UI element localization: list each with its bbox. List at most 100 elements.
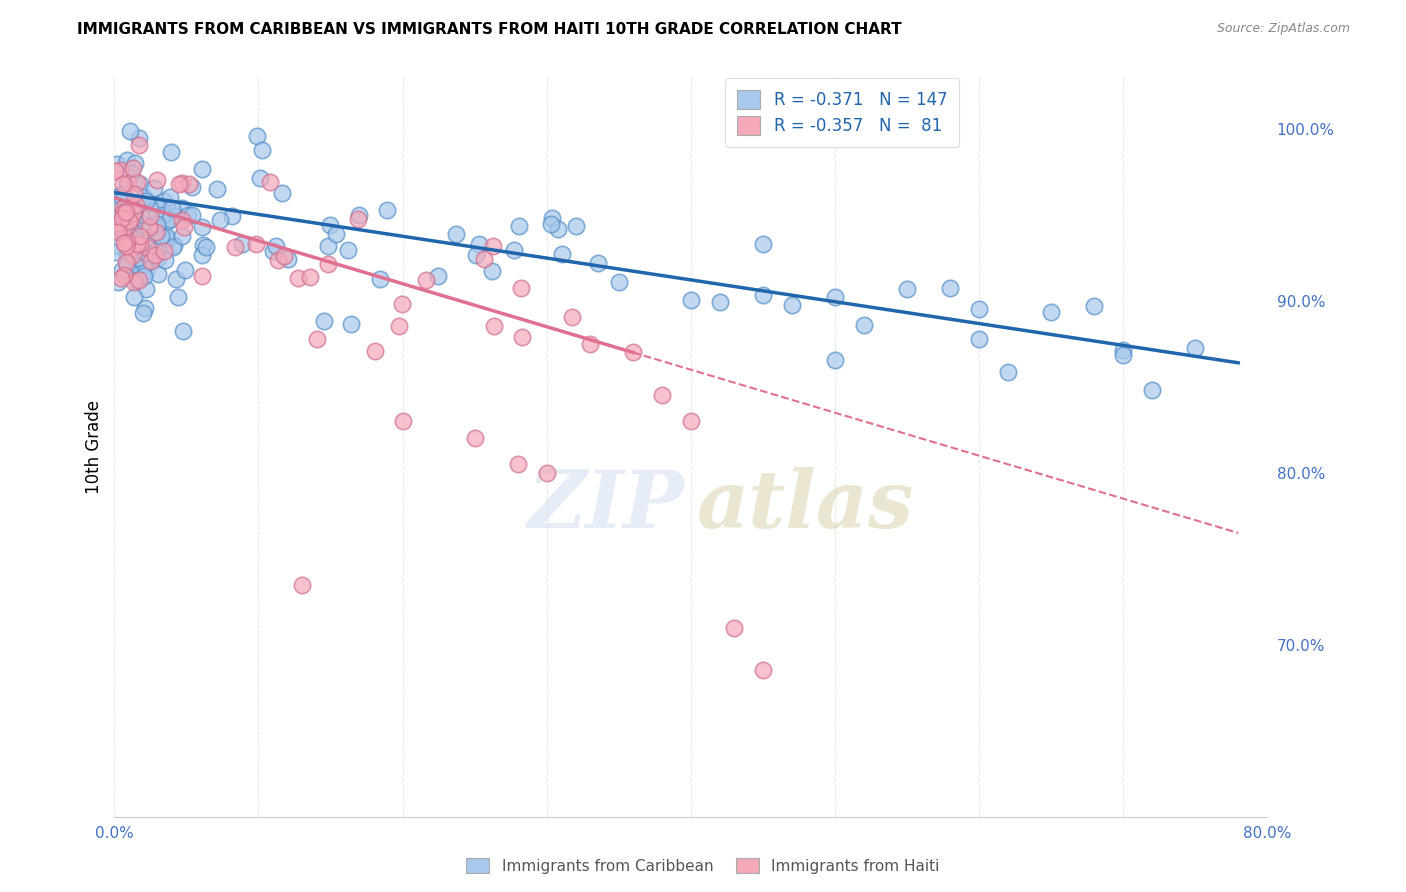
Point xyxy=(134,268,156,283)
Point xyxy=(145,173,167,187)
Point xyxy=(506,457,529,471)
Point xyxy=(132,306,155,320)
Point xyxy=(160,145,183,159)
Point xyxy=(125,216,148,230)
Point xyxy=(141,219,163,234)
Point xyxy=(391,414,413,428)
Point xyxy=(125,198,148,212)
Text: atlas: atlas xyxy=(696,467,914,545)
Point xyxy=(115,235,138,250)
Point xyxy=(824,290,846,304)
Point xyxy=(472,252,495,266)
Point xyxy=(316,239,339,253)
Point xyxy=(115,232,138,246)
Point xyxy=(122,225,145,239)
Point xyxy=(1184,341,1206,355)
Point xyxy=(266,252,288,267)
Point xyxy=(1039,305,1062,319)
Point xyxy=(111,211,134,225)
Point xyxy=(112,268,135,282)
Point xyxy=(167,178,190,192)
Point xyxy=(105,157,128,171)
Point xyxy=(124,272,146,286)
Point xyxy=(134,257,156,271)
Point xyxy=(298,270,321,285)
Point xyxy=(125,237,148,252)
Point xyxy=(129,207,152,221)
Point xyxy=(129,229,152,244)
Point xyxy=(135,246,157,260)
Point xyxy=(510,280,533,294)
Point xyxy=(112,178,135,192)
Point xyxy=(120,207,142,221)
Point xyxy=(104,164,127,178)
Point xyxy=(482,239,505,253)
Point xyxy=(127,260,149,275)
Point xyxy=(150,229,173,244)
Point xyxy=(143,248,166,262)
Point xyxy=(111,224,134,238)
Point xyxy=(146,268,169,282)
Legend: Immigrants from Caribbean, Immigrants from Haiti: Immigrants from Caribbean, Immigrants fr… xyxy=(460,852,946,880)
Point xyxy=(679,414,702,428)
Point xyxy=(565,219,588,234)
Point xyxy=(111,206,134,220)
Point xyxy=(143,203,166,218)
Point xyxy=(191,161,214,176)
Point xyxy=(124,156,146,170)
Point xyxy=(118,214,141,228)
Point xyxy=(364,343,387,358)
Point xyxy=(115,153,138,168)
Point xyxy=(997,365,1019,379)
Point xyxy=(134,301,156,316)
Point xyxy=(128,131,150,145)
Point xyxy=(503,243,526,257)
Point xyxy=(132,190,155,204)
Point xyxy=(939,280,962,294)
Point xyxy=(112,235,135,250)
Point xyxy=(143,197,166,211)
Point xyxy=(967,332,990,346)
Point xyxy=(122,290,145,304)
Point xyxy=(446,227,468,241)
Point xyxy=(482,319,505,334)
Point xyxy=(127,252,149,266)
Point xyxy=(141,254,163,268)
Point xyxy=(415,273,437,287)
Text: Source: ZipAtlas.com: Source: ZipAtlas.com xyxy=(1216,22,1350,36)
Point xyxy=(287,271,309,285)
Point xyxy=(108,163,131,178)
Point xyxy=(368,272,391,286)
Point xyxy=(121,161,143,176)
Point xyxy=(467,236,489,251)
Point xyxy=(540,218,562,232)
Point xyxy=(118,124,141,138)
Point xyxy=(153,244,176,259)
Point xyxy=(337,243,360,257)
Point xyxy=(121,212,143,227)
Point xyxy=(107,238,129,252)
Point xyxy=(551,247,574,261)
Point xyxy=(347,211,370,226)
Legend: R = -0.371   N = 147, R = -0.357   N =  81: R = -0.371 N = 147, R = -0.357 N = 81 xyxy=(725,78,959,147)
Point xyxy=(155,232,177,246)
Point xyxy=(135,264,157,278)
Point xyxy=(115,257,138,271)
Point xyxy=(391,296,413,310)
Point xyxy=(129,237,152,252)
Point xyxy=(163,210,186,224)
Point xyxy=(166,290,188,304)
Point xyxy=(277,252,299,267)
Point xyxy=(105,195,128,210)
Point xyxy=(264,239,287,253)
Point xyxy=(105,190,128,204)
Point xyxy=(155,229,177,244)
Point xyxy=(115,211,138,225)
Point xyxy=(271,186,294,200)
Point xyxy=(118,195,141,210)
Point xyxy=(852,318,875,333)
Point xyxy=(221,209,243,223)
Point xyxy=(128,138,150,153)
Point xyxy=(752,288,775,302)
Point xyxy=(125,175,148,189)
